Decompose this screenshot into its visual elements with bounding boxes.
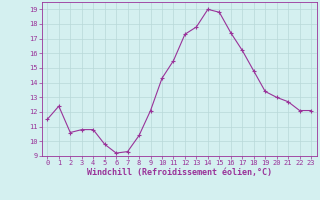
X-axis label: Windchill (Refroidissement éolien,°C): Windchill (Refroidissement éolien,°C): [87, 168, 272, 177]
